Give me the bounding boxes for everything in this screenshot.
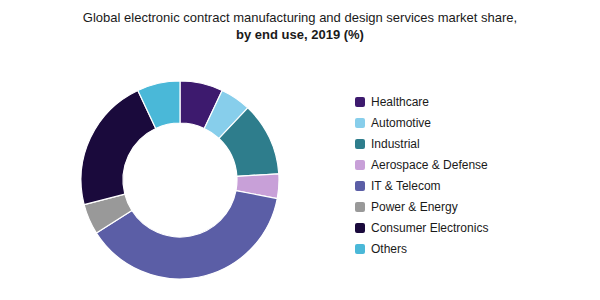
svg-text:Global electronic contract man: Global electronic contract manufacturing…	[83, 10, 517, 25]
svg-text:Automotive: Automotive	[371, 116, 431, 130]
svg-text:Power & Energy: Power & Energy	[371, 200, 458, 214]
svg-text:Others: Others	[371, 242, 407, 256]
svg-text:Industrial: Industrial	[371, 137, 420, 151]
svg-text:Healthcare: Healthcare	[371, 95, 429, 109]
svg-text:by end use, 2019 (%): by end use, 2019 (%)	[236, 27, 364, 42]
svg-text:IT & Telecom: IT & Telecom	[371, 179, 441, 193]
svg-text:Consumer Electronics: Consumer Electronics	[371, 221, 488, 235]
svg-text:Aerospace & Defense: Aerospace & Defense	[371, 158, 488, 172]
